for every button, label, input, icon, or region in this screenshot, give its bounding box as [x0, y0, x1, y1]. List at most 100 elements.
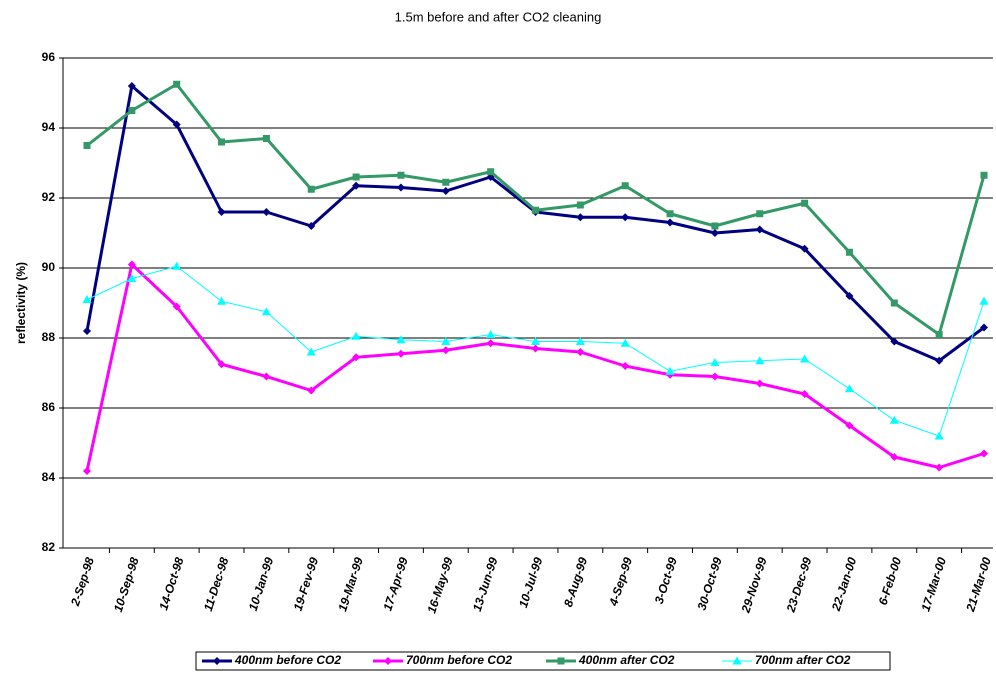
y-tick-label: 96 [42, 50, 56, 64]
data-point [127, 274, 137, 282]
data-point [666, 218, 675, 227]
data-point [441, 187, 450, 195]
data-point [262, 135, 270, 142]
legend-label: 400nm before CO2 [234, 653, 341, 667]
data-point [935, 331, 943, 338]
x-tick-label: 6-Feb-00 [876, 555, 905, 607]
y-tick-label: 90 [42, 260, 56, 274]
data-point [441, 346, 450, 355]
data-point [261, 307, 271, 316]
x-tick-label: 19-Mar-99 [335, 555, 366, 613]
data-point [710, 372, 719, 381]
data-point [172, 302, 181, 311]
y-tick-label: 86 [42, 400, 56, 414]
data-point [845, 248, 853, 256]
x-tick-label: 30-Oct-99 [695, 555, 725, 612]
data-point [486, 330, 496, 338]
data-point [621, 182, 629, 190]
data-point [262, 372, 271, 381]
x-tick-label: 17-Mar-00 [918, 555, 949, 613]
x-tick-label: 13-Jun-99 [470, 555, 501, 613]
data-point [173, 80, 181, 88]
data-point [217, 296, 227, 305]
data-point [665, 366, 675, 375]
legend-label: 400nm after CO2 [578, 653, 675, 667]
y-tick-label: 84 [42, 470, 56, 484]
data-point [352, 353, 361, 362]
data-point [352, 181, 361, 190]
data-point [83, 142, 91, 149]
data-point [307, 386, 316, 395]
x-tick-label: 14-Oct-98 [156, 555, 186, 612]
x-tick-label: 10-Sep-98 [111, 555, 142, 614]
data-point [844, 384, 854, 393]
data-point [800, 244, 809, 253]
data-point [890, 453, 899, 461]
x-tick-label: 23-Dec-99 [783, 555, 814, 615]
data-point [575, 337, 585, 345]
data-point [710, 229, 719, 237]
data-point [845, 421, 854, 430]
data-point [306, 347, 316, 356]
y-tick-label: 92 [42, 190, 56, 204]
data-point [307, 222, 316, 230]
data-point [755, 356, 765, 365]
data-point [127, 260, 136, 269]
data-point [397, 171, 405, 179]
x-tick-label: 29-Nov-99 [738, 555, 769, 615]
data-point [801, 199, 809, 207]
data-point [172, 261, 182, 270]
y-tick-label: 82 [42, 540, 56, 554]
data-point [82, 295, 92, 303]
x-tick-label: 10-Jul-99 [516, 555, 545, 609]
data-point [980, 449, 988, 458]
data-point [128, 107, 136, 114]
x-tick-label: 17-Apr-99 [380, 555, 411, 612]
data-point [979, 296, 989, 305]
data-point [218, 138, 226, 146]
data-point [576, 201, 584, 209]
data-point [800, 390, 809, 398]
data-point [980, 323, 988, 332]
x-tick-label: 3-Oct-99 [652, 555, 680, 605]
data-point [531, 344, 540, 353]
data-point [486, 339, 495, 348]
data-point [890, 337, 899, 346]
data-point [576, 348, 585, 356]
x-tick-label: 22-Jan-00 [829, 555, 860, 613]
data-point [396, 335, 406, 344]
data-point [532, 206, 539, 214]
legend-marker [557, 657, 565, 665]
data-point [800, 354, 810, 363]
data-point [351, 331, 361, 340]
data-point [83, 327, 91, 335]
data-point [127, 82, 136, 90]
data-point [890, 299, 898, 307]
data-point [711, 222, 719, 230]
y-axis-title: reflectivity (%) [14, 262, 28, 344]
y-tick-label: 88 [42, 330, 56, 344]
data-point [262, 208, 271, 216]
data-point [666, 210, 674, 218]
legend-label: 700nm after CO2 [755, 653, 851, 667]
x-tick-label: 2-Sep-98 [68, 555, 97, 608]
data-point [83, 467, 91, 475]
data-point [934, 431, 944, 440]
data-point [352, 173, 360, 181]
data-point [487, 168, 495, 176]
x-tick-label: 16-May-99 [424, 555, 455, 615]
data-point [710, 358, 720, 366]
data-point [845, 292, 854, 300]
data-point [576, 213, 585, 222]
data-point [935, 463, 944, 472]
data-point [307, 185, 315, 193]
y-tick-label: 94 [42, 120, 56, 134]
legend-marker [384, 657, 392, 665]
x-tick-label: 8-Aug-99 [561, 555, 590, 608]
data-point [620, 338, 630, 347]
data-point [396, 349, 405, 358]
data-point [889, 415, 899, 424]
data-point [217, 360, 226, 369]
data-point [217, 208, 226, 216]
